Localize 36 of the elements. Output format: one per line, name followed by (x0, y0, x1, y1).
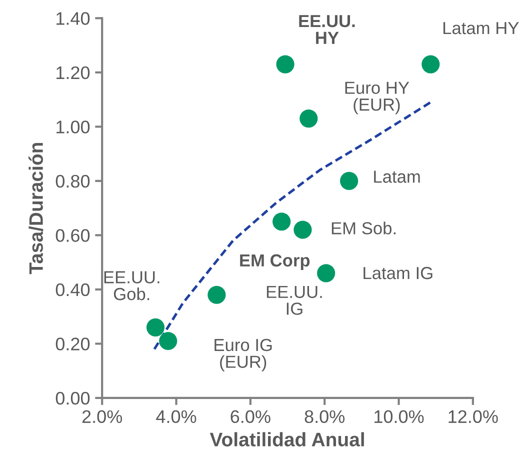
annotation: Latam HY (443, 22, 519, 34)
x-axis-title: Volatilidad Anual (210, 432, 364, 446)
x-tick-label: 2.0% (82, 410, 122, 424)
point (276, 55, 294, 74)
point (340, 172, 358, 190)
annotation: Euro HY (EUR) (345, 82, 410, 114)
y-tick-label: 0.20 (56, 338, 90, 350)
point (294, 220, 312, 239)
annotation: EM Corp (240, 254, 310, 270)
annotation: EM Sob. (332, 222, 396, 234)
y-tick-label: 1.20 (56, 66, 90, 80)
point (159, 332, 178, 350)
point (422, 55, 440, 74)
y-tick-label: 0.40 (56, 283, 90, 296)
y-tick-label: 0.80 (56, 174, 90, 188)
y-tick-label: 0.60 (56, 229, 90, 242)
annotation: Euro IG (EUR) (214, 338, 272, 372)
annotation: EE.UU. Gob. (104, 271, 160, 300)
x-tick-label: 12.0% (448, 410, 498, 424)
x-tick-label: 8.0% (304, 410, 345, 424)
annotation: EE.UU. HY (299, 15, 355, 44)
annotation: Latam IG (364, 266, 432, 280)
point (300, 109, 318, 128)
point (317, 264, 336, 282)
y-tick-label: 0.00 (56, 392, 90, 405)
x-tick-label: 6.0% (230, 410, 270, 424)
x-tick-label: 10.0% (374, 410, 424, 424)
y-tick-label: 1.40 (56, 12, 90, 25)
y-axis-title: Tasa/Duración (28, 142, 44, 274)
point (272, 212, 291, 231)
y-tick-label: 1.00 (56, 120, 90, 134)
x-tick-label: 4.0% (156, 410, 196, 424)
point (208, 286, 226, 304)
annotation: EE.UU. IG (266, 286, 322, 315)
annotation: Latam (374, 170, 420, 183)
point (146, 318, 165, 336)
